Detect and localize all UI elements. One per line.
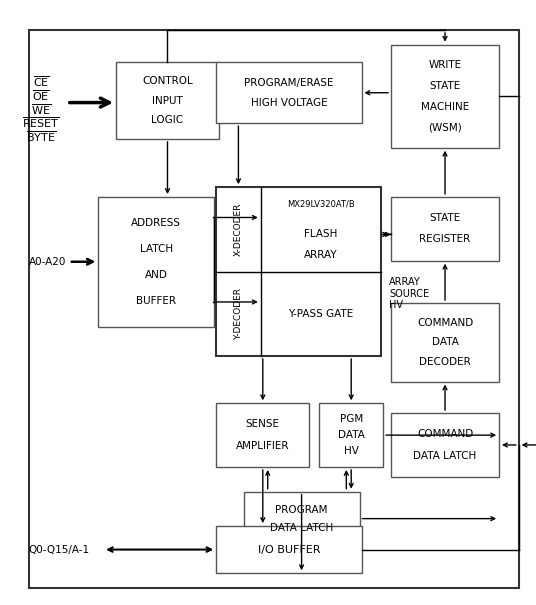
Text: STATE: STATE bbox=[429, 213, 460, 223]
Text: Q0-Q15/A-1: Q0-Q15/A-1 bbox=[28, 544, 90, 555]
Text: INPUT: INPUT bbox=[152, 96, 183, 106]
Text: ADDRESS: ADDRESS bbox=[131, 218, 181, 228]
Text: X-DECODER: X-DECODER bbox=[234, 203, 243, 256]
Bar bbox=[216, 62, 361, 123]
Bar bbox=[216, 187, 381, 356]
Bar bbox=[391, 45, 499, 148]
Text: PGM: PGM bbox=[340, 414, 363, 424]
Bar bbox=[391, 303, 499, 382]
Text: DATA: DATA bbox=[338, 430, 364, 440]
Text: LOGIC: LOGIC bbox=[152, 115, 183, 125]
Text: DATA LATCH: DATA LATCH bbox=[270, 523, 333, 532]
Text: DATA: DATA bbox=[431, 337, 458, 347]
Text: FLASH: FLASH bbox=[304, 229, 338, 240]
Text: Y-DECODER: Y-DECODER bbox=[234, 288, 243, 340]
Bar bbox=[116, 62, 219, 139]
Bar bbox=[216, 526, 361, 573]
Text: Y-PASS GATE: Y-PASS GATE bbox=[288, 309, 354, 319]
Text: A0-A20: A0-A20 bbox=[28, 257, 66, 267]
Text: DECODER: DECODER bbox=[419, 357, 471, 367]
Text: $\overline{\mathrm{RESET}}$: $\overline{\mathrm{RESET}}$ bbox=[23, 116, 60, 131]
Bar bbox=[391, 197, 499, 261]
Text: $\overline{\mathrm{OE}}$: $\overline{\mathrm{OE}}$ bbox=[32, 88, 50, 103]
Text: PROGRAM/ERASE: PROGRAM/ERASE bbox=[244, 77, 333, 88]
Text: HIGH VOLTAGE: HIGH VOLTAGE bbox=[250, 98, 327, 108]
Text: CONTROL: CONTROL bbox=[142, 76, 193, 87]
Text: SENSE: SENSE bbox=[246, 419, 280, 430]
Text: (WSM): (WSM) bbox=[428, 122, 462, 132]
Text: HV: HV bbox=[344, 446, 359, 456]
Bar bbox=[319, 403, 383, 467]
Text: I/O BUFFER: I/O BUFFER bbox=[258, 544, 320, 555]
Text: AMPLIFIER: AMPLIFIER bbox=[236, 441, 289, 451]
Text: BUFFER: BUFFER bbox=[136, 296, 176, 306]
Bar bbox=[391, 413, 499, 477]
Text: COMMAND: COMMAND bbox=[417, 318, 473, 328]
Text: COMMAND: COMMAND bbox=[417, 430, 473, 439]
Text: LATCH: LATCH bbox=[140, 244, 173, 253]
Text: REGISTER: REGISTER bbox=[419, 235, 471, 244]
Text: $\overline{\mathrm{CE}}$: $\overline{\mathrm{CE}}$ bbox=[33, 74, 50, 90]
Text: ARRAY: ARRAY bbox=[304, 250, 338, 260]
Text: MACHINE: MACHINE bbox=[421, 102, 469, 111]
Text: WRITE: WRITE bbox=[428, 60, 461, 70]
Text: STATE: STATE bbox=[429, 81, 460, 91]
Text: $\overline{\mathrm{WE}}$: $\overline{\mathrm{WE}}$ bbox=[31, 102, 51, 117]
Text: MX29LV320AT/B: MX29LV320AT/B bbox=[287, 200, 355, 209]
Text: PROGRAM: PROGRAM bbox=[276, 505, 328, 515]
Text: ARRAY
SOURCE
HV: ARRAY SOURCE HV bbox=[389, 277, 429, 310]
Bar bbox=[216, 403, 309, 467]
Bar bbox=[98, 197, 214, 327]
Text: $\overline{\mathrm{BYTE}}$: $\overline{\mathrm{BYTE}}$ bbox=[26, 129, 56, 144]
Text: AND: AND bbox=[145, 270, 168, 280]
Text: DATA LATCH: DATA LATCH bbox=[413, 451, 477, 460]
Bar bbox=[244, 492, 360, 546]
